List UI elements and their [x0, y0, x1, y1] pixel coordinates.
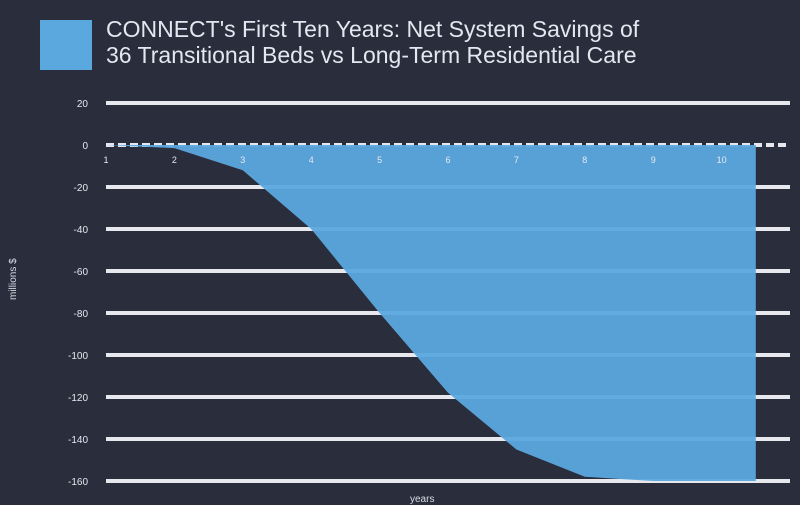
x-tick-label: 5	[377, 155, 382, 165]
x-tick-label: 2	[172, 155, 177, 165]
y-axis-label: millions $	[8, 258, 19, 300]
y-tick-label: -160	[68, 477, 88, 488]
x-tick-label: 1	[103, 155, 108, 165]
area-series	[106, 145, 756, 481]
chart-title: CONNECT's First Ten Years: Net System Sa…	[106, 16, 796, 68]
y-tick-label: -40	[74, 225, 89, 236]
y-tick-label: 0	[82, 141, 88, 152]
y-tick-label: 20	[77, 99, 89, 110]
legend-swatch	[40, 20, 92, 70]
y-tick-label: -140	[68, 435, 88, 446]
y-tick-label: -100	[68, 351, 88, 362]
x-axis-label: years	[410, 494, 435, 505]
y-tick-labels: 20 0 -20 -40 -60 -80 -100 -120 -140 -160	[68, 99, 88, 488]
x-tick-label: 4	[309, 155, 314, 165]
chart-title-line-2: 36 Transitional Beds vs Long-Term Reside…	[106, 42, 637, 68]
area-series-fill	[106, 145, 756, 481]
x-tick-label: 9	[651, 155, 656, 165]
y-tick-label: -60	[74, 267, 89, 278]
y-tick-label: -80	[74, 309, 89, 320]
y-tick-label: -20	[74, 183, 89, 194]
x-tick-label: 6	[445, 155, 450, 165]
x-tick-labels: 1 2 3 4 5 6 7 8 9 10	[103, 155, 726, 165]
x-tick-label: 10	[717, 155, 727, 165]
chart-title-line-1: CONNECT's First Ten Years: Net System Sa…	[106, 16, 640, 42]
x-tick-label: 7	[514, 155, 519, 165]
x-tick-label: 8	[582, 155, 587, 165]
y-tick-label: -120	[68, 393, 88, 404]
x-tick-label: 3	[240, 155, 245, 165]
